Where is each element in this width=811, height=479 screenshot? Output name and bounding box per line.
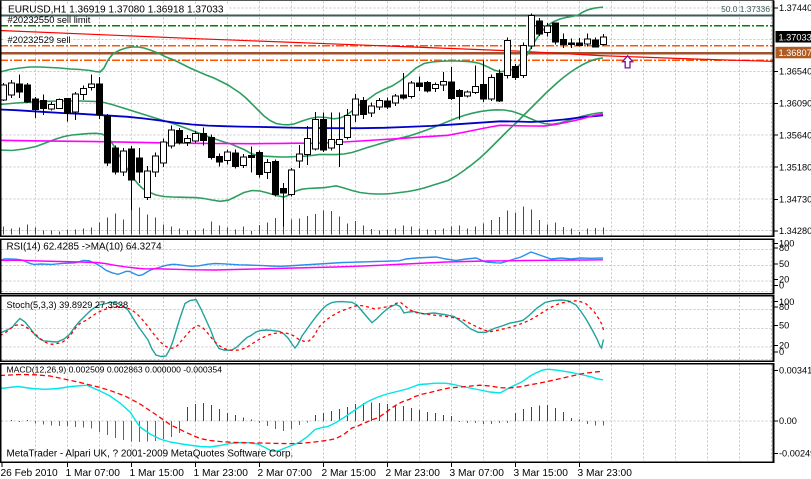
svg-text:20: 20: [779, 275, 789, 285]
svg-text:20: 20: [779, 341, 789, 351]
svg-text:-0.002490: -0.002490: [779, 449, 811, 459]
svg-text:#20232550 sell limit: #20232550 sell limit: [8, 14, 91, 25]
svg-text:3 Mar 07:00: 3 Mar 07:00: [450, 468, 505, 479]
svg-text:1.37440: 1.37440: [779, 3, 811, 13]
svg-text:Stoch(5,3,3) 39.8929 27.3528: Stoch(5,3,3) 39.8929 27.3528: [7, 300, 129, 310]
svg-text:100: 100: [779, 239, 794, 249]
svg-text:3 Mar 15:00: 3 Mar 15:00: [514, 468, 569, 479]
svg-text:0: 0: [779, 347, 784, 357]
svg-text:1.34280: 1.34280: [779, 226, 811, 236]
svg-text:1.36540: 1.36540: [779, 67, 811, 77]
svg-text:80: 80: [779, 302, 789, 312]
svg-text:1.35180: 1.35180: [779, 162, 811, 172]
svg-text:1 Mar 07:00: 1 Mar 07:00: [66, 468, 121, 479]
svg-text:0.00: 0.00: [779, 416, 797, 426]
svg-text:2 Mar 07:00: 2 Mar 07:00: [258, 468, 313, 479]
svg-text:1.37033: 1.37033: [779, 32, 811, 42]
svg-text:EURUSD,H1 1.36919 1.37080 1.3: EURUSD,H1 1.36919 1.37080 1.36918 1.3703…: [8, 5, 224, 16]
svg-text:1.34730: 1.34730: [779, 195, 811, 205]
svg-text:RSI(14) 62.4285 ->MA(10) 64.3: RSI(14) 62.4285 ->MA(10) 64.3274: [7, 242, 163, 253]
svg-text:26 Feb 2010: 26 Feb 2010: [1, 468, 59, 479]
svg-text:#20232529 sell: #20232529 sell: [8, 35, 71, 45]
svg-text:0: 0: [779, 281, 784, 291]
svg-text:1 Mar 15:00: 1 Mar 15:00: [130, 468, 185, 479]
svg-text:MACD(12,26,9) 0.002509 0.00286: MACD(12,26,9) 0.002509 0.002863 0.000000…: [7, 365, 223, 375]
svg-text:1.36090: 1.36090: [779, 99, 811, 109]
svg-text:1.35640: 1.35640: [779, 130, 811, 140]
svg-text:50: 50: [779, 259, 789, 269]
svg-text:50.0 1.37336: 50.0 1.37336: [721, 4, 770, 14]
svg-text:1.36807: 1.36807: [779, 48, 811, 58]
svg-text:100: 100: [779, 297, 794, 307]
svg-text:2 Mar 23:00: 2 Mar 23:00: [386, 468, 441, 479]
svg-text:MetaTrader - Alpari UK, ? 2001: MetaTrader - Alpari UK, ? 2001-2009 Meta…: [7, 448, 294, 459]
svg-text:3 Mar 23:00: 3 Mar 23:00: [578, 468, 633, 479]
svg-text:50: 50: [779, 321, 789, 331]
svg-text:1 Mar 23:00: 1 Mar 23:00: [194, 468, 249, 479]
svg-text:2 Mar 15:00: 2 Mar 15:00: [322, 468, 377, 479]
svg-text:80: 80: [779, 243, 789, 253]
